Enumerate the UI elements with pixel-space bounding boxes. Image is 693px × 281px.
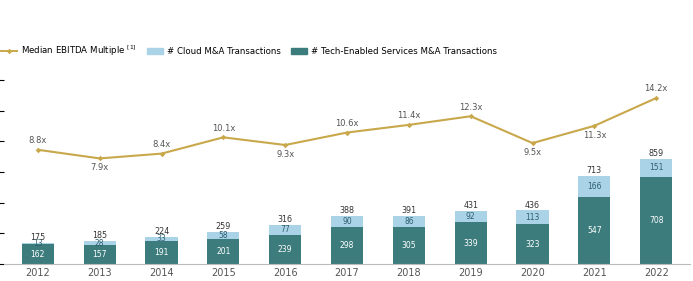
Text: 239: 239 [278, 245, 292, 254]
Text: 713: 713 [587, 166, 602, 176]
Bar [331, 216, 363, 227]
Bar [455, 211, 486, 223]
Text: 388: 388 [340, 207, 355, 216]
Bar [393, 226, 425, 264]
Bar [516, 210, 549, 224]
Text: 201: 201 [216, 247, 231, 256]
Bar [578, 176, 611, 197]
Text: 391: 391 [401, 206, 416, 215]
Bar [21, 244, 54, 264]
Text: 86: 86 [404, 217, 414, 226]
Text: 339: 339 [464, 239, 478, 248]
Text: 162: 162 [30, 250, 45, 259]
Text: 11.3x: 11.3x [583, 130, 606, 139]
Bar [455, 223, 486, 264]
Text: 10.1x: 10.1x [211, 124, 235, 133]
Bar [207, 239, 240, 264]
Bar [146, 241, 177, 264]
Text: 708: 708 [649, 216, 663, 225]
Bar [84, 245, 116, 264]
Bar [146, 237, 177, 241]
Text: 305: 305 [401, 241, 416, 250]
Text: 13: 13 [33, 239, 43, 248]
Text: 7.9x: 7.9x [91, 163, 109, 172]
Text: 9.5x: 9.5x [523, 148, 542, 157]
Text: 547: 547 [587, 226, 602, 235]
Text: 259: 259 [216, 222, 231, 231]
Text: 8.4x: 8.4x [152, 140, 170, 149]
Text: 431: 431 [463, 201, 478, 210]
Text: 185: 185 [92, 231, 107, 240]
Text: 90: 90 [342, 217, 352, 226]
Text: 33: 33 [157, 234, 166, 243]
Text: 166: 166 [587, 182, 602, 191]
Bar [393, 216, 425, 226]
Text: 323: 323 [525, 240, 540, 249]
Text: 58: 58 [218, 231, 228, 240]
Legend: Median EBITDA Multiple $^{[1]}$, # Cloud M&A Transactions, # Tech-Enabled Servic: Median EBITDA Multiple $^{[1]}$, # Cloud… [1, 44, 497, 58]
Text: 224: 224 [154, 226, 169, 235]
Text: 859: 859 [649, 149, 664, 158]
Text: 10.6x: 10.6x [335, 119, 359, 128]
Text: 151: 151 [649, 163, 663, 172]
Bar [84, 241, 116, 245]
Bar [640, 158, 672, 177]
Text: 12.3x: 12.3x [459, 103, 482, 112]
Text: 298: 298 [340, 241, 354, 250]
Text: 92: 92 [466, 212, 475, 221]
Text: 28: 28 [95, 239, 105, 248]
Text: 157: 157 [92, 250, 107, 259]
Bar [640, 177, 672, 264]
Bar [578, 197, 611, 264]
Bar [331, 227, 363, 264]
Text: 436: 436 [525, 201, 540, 210]
Text: 11.4x: 11.4x [397, 111, 421, 120]
Bar [269, 235, 301, 264]
Bar [516, 224, 549, 264]
Text: 191: 191 [155, 248, 168, 257]
Text: 175: 175 [30, 233, 46, 242]
Text: 316: 316 [278, 215, 292, 224]
Text: 14.2x: 14.2x [644, 84, 668, 93]
Bar [207, 232, 240, 239]
Bar [269, 225, 301, 235]
Bar [21, 243, 54, 244]
Text: 9.3x: 9.3x [276, 150, 295, 159]
Text: 113: 113 [525, 213, 540, 222]
Text: 77: 77 [281, 225, 290, 234]
Text: 8.8x: 8.8x [28, 136, 47, 145]
